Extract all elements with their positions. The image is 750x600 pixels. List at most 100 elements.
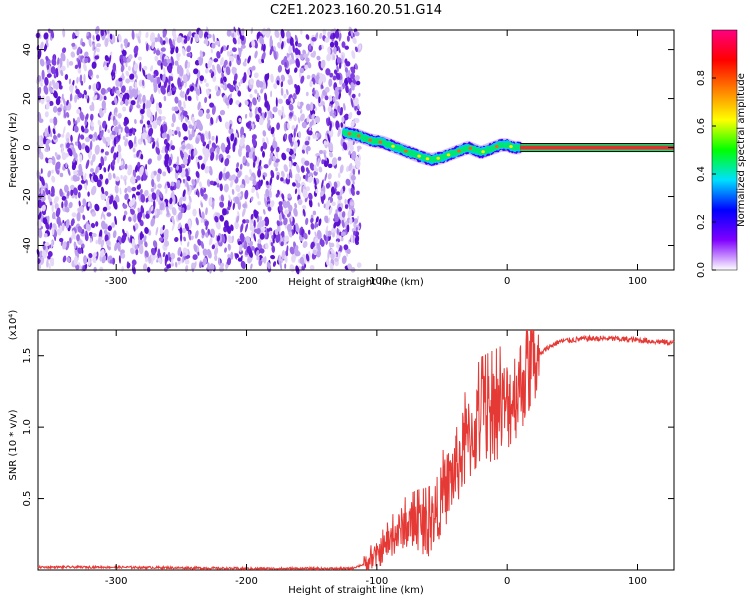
- noise-speckle: [224, 146, 230, 154]
- noise-speckle: [122, 94, 127, 100]
- noise-speckle: [275, 167, 278, 172]
- noise-speckle: [215, 152, 219, 161]
- noise-speckle: [188, 230, 191, 241]
- noise-speckle: [76, 76, 79, 84]
- noise-speckle: [183, 38, 188, 44]
- noise-speckle: [112, 173, 116, 179]
- noise-speckle: [83, 255, 88, 265]
- noise-speckle: [275, 192, 280, 198]
- noise-speckle: [92, 174, 99, 183]
- noise-speckle: [309, 79, 313, 88]
- noise-speckle: [280, 87, 284, 96]
- noise-speckle: [156, 172, 161, 182]
- noise-speckle: [332, 232, 335, 238]
- noise-speckle: [114, 112, 118, 117]
- noise-speckle: [299, 256, 304, 264]
- noise-speckle: [91, 232, 97, 238]
- noise-speckle: [214, 40, 220, 46]
- noise-speckle: [77, 140, 82, 151]
- noise-speckle: [332, 96, 335, 102]
- noise-speckle: [88, 232, 93, 237]
- noise-speckle: [198, 55, 204, 66]
- noise-speckle: [89, 140, 93, 151]
- noise-speckle: [120, 249, 125, 255]
- noise-speckle: [104, 234, 109, 242]
- noise-speckle: [301, 149, 305, 154]
- noise-speckle: [132, 262, 135, 269]
- carrier-core: [520, 145, 674, 150]
- noise-speckle: [185, 116, 188, 123]
- noise-speckle: [219, 266, 225, 273]
- noise-speckle: [170, 83, 175, 89]
- noise-speckle: [113, 136, 117, 147]
- noise-speckle: [293, 140, 298, 149]
- noise-speckle: [188, 124, 193, 129]
- noise-speckle: [176, 156, 180, 165]
- noise-speckle: [196, 175, 200, 184]
- noise-speckle: [319, 149, 324, 155]
- noise-speckle: [247, 69, 251, 76]
- noise-speckle: [130, 209, 135, 215]
- y-tick-label: 1.0: [22, 419, 33, 435]
- noise-speckle: [356, 110, 362, 116]
- noise-speckle: [90, 185, 97, 196]
- noise-speckle: [63, 109, 67, 118]
- noise-speckle: [97, 119, 101, 126]
- noise-speckle: [153, 199, 156, 210]
- noise-speckle: [144, 250, 149, 258]
- noise-speckle: [76, 234, 80, 242]
- noise-speckle: [327, 105, 332, 113]
- noise-speckle: [188, 219, 192, 229]
- noise-speckle: [272, 156, 277, 162]
- noise-speckle: [307, 62, 312, 69]
- noise-speckle: [45, 187, 49, 196]
- noise-speckle: [119, 80, 123, 88]
- noise-speckle: [147, 158, 152, 165]
- noise-speckle: [134, 245, 139, 250]
- noise-speckle: [84, 57, 89, 64]
- noise-speckle: [112, 200, 118, 210]
- noise-speckle: [99, 173, 104, 180]
- noise-speckle: [61, 152, 67, 158]
- noise-speckle: [170, 153, 173, 160]
- noise-speckle: [324, 172, 328, 182]
- snr-y-axis-label: SNR (10 * v/v): [8, 409, 19, 480]
- noise-speckle: [182, 74, 188, 83]
- noise-speckle: [95, 239, 99, 245]
- noise-speckle: [235, 100, 240, 105]
- noise-speckle: [195, 217, 199, 226]
- noise-speckle: [142, 102, 146, 111]
- noise-speckle: [46, 73, 52, 78]
- noise-speckle: [207, 33, 212, 39]
- noise-speckle: [200, 240, 205, 250]
- noise-speckle: [204, 96, 208, 104]
- noise-speckle: [116, 151, 119, 158]
- noise-speckle: [341, 54, 344, 64]
- noise-speckle: [341, 41, 346, 48]
- noise-speckle: [188, 195, 192, 203]
- noise-speckle: [123, 38, 129, 45]
- noise-speckle: [223, 220, 229, 228]
- noise-speckle: [325, 230, 329, 237]
- ridge-hotspot: [368, 138, 372, 142]
- noise-speckle: [308, 172, 314, 177]
- noise-speckle: [70, 51, 76, 58]
- noise-speckle: [262, 130, 267, 137]
- noise-speckle: [92, 41, 96, 52]
- noise-speckle: [45, 101, 50, 110]
- noise-speckle: [205, 207, 208, 216]
- noise-speckle: [154, 55, 159, 62]
- noise-speckle: [257, 106, 262, 114]
- noise-speckle: [136, 175, 141, 181]
- noise-speckle: [102, 206, 108, 212]
- noise-speckle: [153, 78, 158, 89]
- noise-speckle: [87, 191, 90, 197]
- noise-speckle: [100, 148, 105, 153]
- noise-speckle: [266, 136, 269, 145]
- noise-speckle: [237, 192, 242, 197]
- noise-speckle: [327, 133, 331, 143]
- spectrogram-x-axis-label: Height of straight line (km): [288, 277, 424, 288]
- noise-speckle: [266, 180, 269, 186]
- noise-speckle: [96, 179, 102, 188]
- noise-speckle: [348, 187, 352, 196]
